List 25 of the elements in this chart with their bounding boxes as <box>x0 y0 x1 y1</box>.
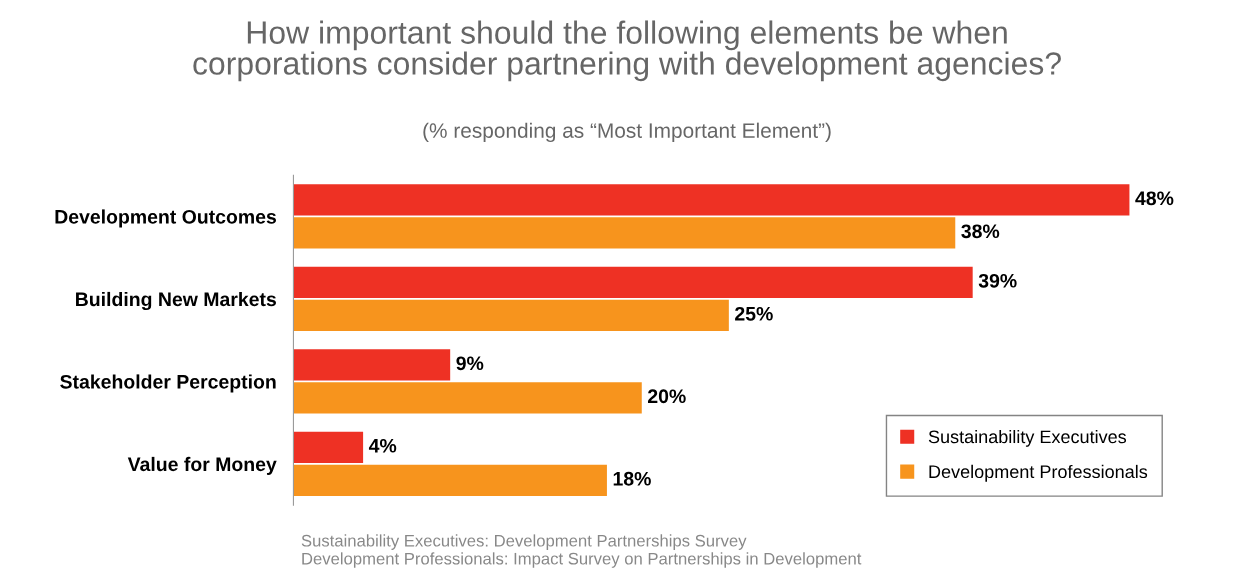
y-tick-label: Stakeholder Perception <box>60 374 276 393</box>
y-tick-label: Building New Markets <box>76 291 276 311</box>
data-label: 9% <box>456 356 484 371</box>
data-label: 18% <box>613 471 651 486</box>
bar <box>293 299 729 332</box>
bar <box>293 266 973 299</box>
y-tick-label: Development Outcomes <box>55 209 276 228</box>
bar <box>293 184 1130 216</box>
data-label: 4% <box>368 438 397 453</box>
y-tick-label: Value for Money <box>127 456 277 475</box>
text: Sustainability Executives: Development Partnerships Survey Development Professionals: Impact Survey on Partnerships in Development <box>301 534 862 568</box>
bar <box>293 349 451 381</box>
data-label: 39% <box>978 273 1017 288</box>
data-label: 25% <box>735 306 773 321</box>
bar <box>293 382 642 414</box>
legend-label: Development Professionals <box>929 464 1148 482</box>
chart-title: How important should the following elements be when corporations consider partnering with development agencies? <box>193 20 1061 82</box>
data-label: 20% <box>648 389 686 404</box>
data-label: 38% <box>961 224 1000 239</box>
bar <box>293 431 364 464</box>
bar <box>293 217 956 249</box>
chart-subtitle: (% responding as “Most Important Element”) <box>423 122 831 143</box>
data-label: 48% <box>1135 191 1174 206</box>
bar <box>293 464 607 497</box>
legend-label: Sustainability Executives <box>928 429 1127 447</box>
